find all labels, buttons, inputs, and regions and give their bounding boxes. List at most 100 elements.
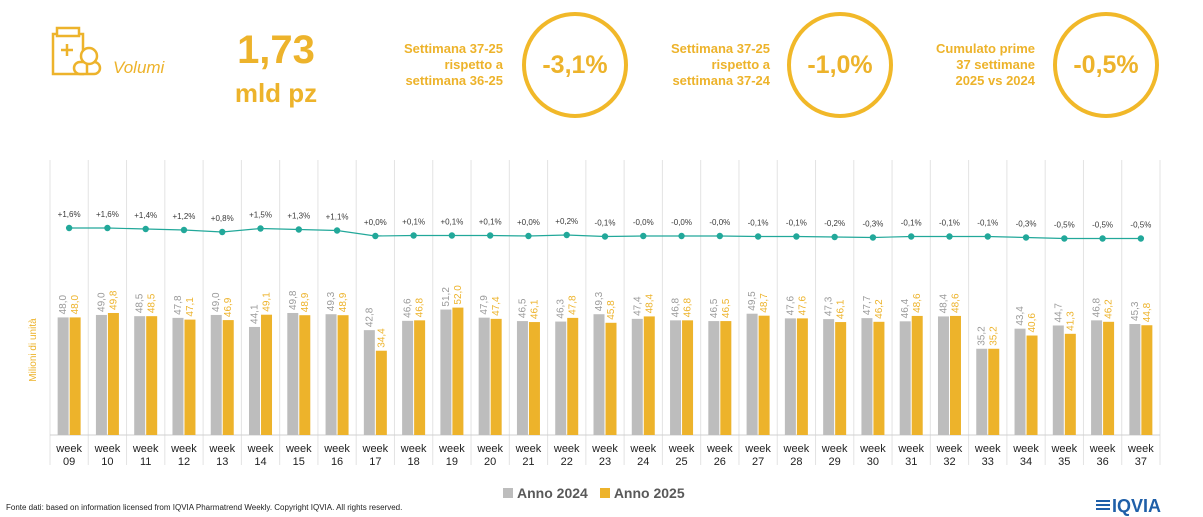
x-tick-label: 20 <box>484 456 496 468</box>
data-label-2025: 48,7 <box>759 293 770 313</box>
x-tick-prefix: week <box>208 443 235 455</box>
x-tick-label: 21 <box>522 456 534 468</box>
x-tick-label: 25 <box>675 456 687 468</box>
bar-2025 <box>605 322 617 435</box>
bar-2024 <box>57 317 69 435</box>
bar-2024 <box>95 314 107 435</box>
x-tick-prefix: week <box>859 443 886 455</box>
data-label-2024: 48,4 <box>938 294 949 314</box>
data-label-2024: 48,5 <box>135 293 146 313</box>
variation-label: +1,2% <box>173 212 196 221</box>
data-label-2024: 46,5 <box>709 298 720 318</box>
variation-label: +0,0% <box>364 218 387 227</box>
bar-2024 <box>249 326 261 435</box>
data-label-2024: 45,3 <box>1130 301 1141 321</box>
data-label-2025: 47,1 <box>185 297 196 317</box>
variation-label: +0,0% <box>517 218 540 227</box>
y-axis-label: Milioni di unità <box>28 318 39 382</box>
x-tick-prefix: week <box>668 443 695 455</box>
bar-2025 <box>261 314 273 435</box>
x-tick-prefix: week <box>515 443 542 455</box>
kpi-1-label-line: settimana 36-25 <box>405 73 503 88</box>
data-label-2025: 46,8 <box>683 297 694 317</box>
variation-label: +0,1% <box>440 218 463 227</box>
kpi-1-label: Settimana 37-25 rispetto a settimana 36-… <box>360 41 503 89</box>
variation-point <box>678 232 685 240</box>
variation-label: -0,1% <box>977 219 998 228</box>
variation-point <box>1061 235 1068 242</box>
bar-2025 <box>1064 333 1076 435</box>
data-label-2025: 49,1 <box>262 292 273 312</box>
data-label-2025: 48,6 <box>950 293 961 313</box>
x-tick-label: 36 <box>1096 456 1108 468</box>
bar-2024 <box>325 314 337 435</box>
bar-2024 <box>363 330 375 435</box>
variation-point <box>142 225 149 233</box>
bar-2025 <box>452 307 464 435</box>
legend-label-2025: Anno 2025 <box>613 485 685 501</box>
x-tick-label: 10 <box>101 456 113 468</box>
bar-2025 <box>567 317 579 435</box>
data-label-2025: 35,2 <box>989 326 1000 346</box>
kpi-1-value: -3,1% <box>522 12 628 118</box>
variation-label: +0,1% <box>402 218 425 227</box>
x-tick-prefix: week <box>553 443 580 455</box>
x-tick-prefix: week <box>974 443 1001 455</box>
x-tick-prefix: week <box>897 443 924 455</box>
volume-value: 1,73 <box>237 28 315 72</box>
variation-point <box>908 233 915 240</box>
variation-label: +1,6% <box>96 210 119 219</box>
x-tick-prefix: week <box>821 443 848 455</box>
x-tick-label: 31 <box>905 456 917 468</box>
variation-label: -0,3% <box>862 220 883 229</box>
kpi-2-label-line: settimana 37-24 <box>672 73 770 88</box>
variation-label: +1,3% <box>287 212 310 221</box>
bar-2025 <box>184 319 196 435</box>
x-tick-prefix: week <box>1012 443 1039 455</box>
data-label-2024: 46,4 <box>900 298 911 318</box>
x-tick-prefix: week <box>400 443 427 455</box>
kpi-2-label: Settimana 37-25 rispetto a settimana 37-… <box>627 41 770 89</box>
x-tick-label: 22 <box>561 456 573 468</box>
x-tick-prefix: week <box>629 443 656 455</box>
x-tick-label: 29 <box>829 456 841 468</box>
variation-label: +1,6% <box>58 210 81 219</box>
x-tick-label: 23 <box>599 456 611 468</box>
data-label-2024: 44,7 <box>1053 303 1064 323</box>
x-tick-prefix: week <box>1127 443 1154 455</box>
legend-item-2024: Anno 2024 <box>503 485 588 501</box>
x-tick-label: 09 <box>63 456 75 468</box>
kpi-3-value: -0,5% <box>1053 12 1159 118</box>
bar-2024 <box>670 320 682 435</box>
variation-point <box>104 224 111 232</box>
data-label-2024: 47,9 <box>479 295 490 315</box>
variation-label: -0,0% <box>633 218 654 227</box>
variation-label: +1,5% <box>249 211 272 220</box>
bar-2024 <box>899 321 911 435</box>
x-tick-prefix: week <box>362 443 389 455</box>
x-tick-prefix: week <box>438 443 465 455</box>
x-tick-label: 34 <box>1020 456 1032 468</box>
x-tick-label: 32 <box>943 456 955 468</box>
data-label-2025: 46,1 <box>529 299 540 319</box>
bar-2025 <box>299 315 311 435</box>
bar-2024 <box>555 321 567 435</box>
variation-label: -0,1% <box>595 219 616 228</box>
kpi-1-label-line: rispetto a <box>444 57 503 72</box>
data-label-2025: 47,6 <box>797 295 808 315</box>
x-tick-label: 16 <box>331 456 343 468</box>
bar-2024 <box>516 321 528 435</box>
variation-point <box>1137 235 1145 242</box>
variation-label: +1,4% <box>134 211 157 220</box>
bar-2024 <box>861 318 873 435</box>
variation-point <box>295 226 302 233</box>
data-label-2025: 46,2 <box>874 299 885 319</box>
bar-2024 <box>976 348 988 435</box>
bar-2025 <box>682 320 694 435</box>
bar-2024 <box>402 320 414 435</box>
data-label-2025: 46,9 <box>223 297 234 317</box>
data-label-2025: 52,0 <box>453 285 464 305</box>
data-label-2025: 41,3 <box>1065 311 1076 331</box>
iqvia-logo: IQVIA <box>1096 496 1161 516</box>
data-label-2024: 47,7 <box>862 295 873 315</box>
